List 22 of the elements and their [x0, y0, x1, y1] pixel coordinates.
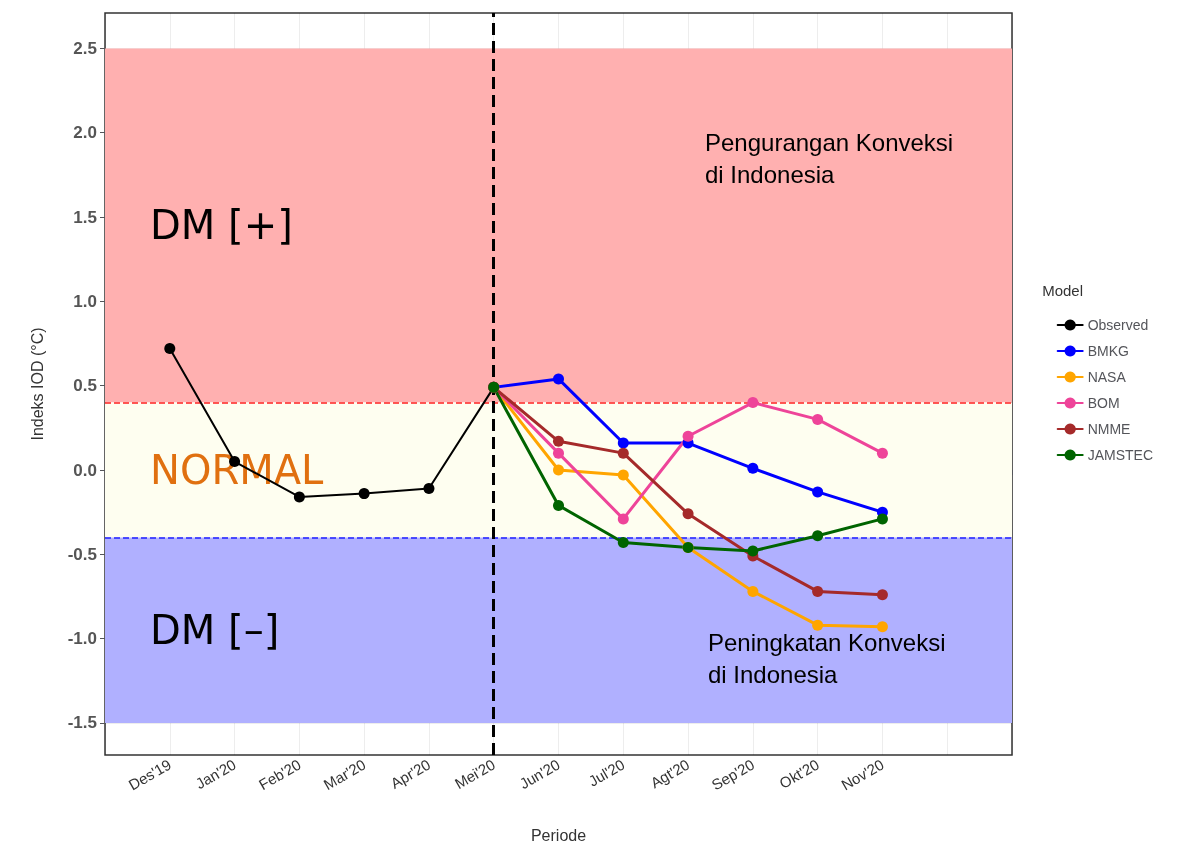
legend-title: Model	[1042, 282, 1083, 299]
band-label: DM [–]	[150, 607, 280, 654]
y-tick-label: 1.5	[73, 207, 97, 227]
y-tick-label: -0.5	[67, 544, 97, 564]
y-axis-title: Indeks IOD (°C)	[28, 327, 46, 441]
legend-label: Observed	[1087, 317, 1149, 333]
y-tick-label: 0.0	[73, 460, 97, 480]
y-tick-label: 1.0	[73, 291, 97, 311]
y-tick-label: 0.5	[73, 376, 97, 396]
legend-label: BMKG	[1087, 343, 1129, 359]
annotation: Pengurangan Konveksi di Indonesia	[705, 128, 954, 188]
y-tick-label: 2.5	[73, 38, 97, 58]
legend-label: JAMSTEC	[1087, 447, 1154, 463]
legend-label: BOM	[1087, 395, 1120, 411]
legend-label: NASA	[1087, 369, 1127, 385]
y-tick-label: -1.0	[67, 629, 97, 649]
x-axis-title: Periode	[530, 826, 587, 844]
legend-label: NMME	[1087, 421, 1131, 437]
annotation: Peningkatan Konveksi di Indonesia	[708, 628, 946, 688]
band-label: DM [+]	[150, 202, 293, 249]
y-tick-label: -1.5	[67, 713, 97, 733]
y-tick-label: 2.0	[73, 123, 97, 143]
